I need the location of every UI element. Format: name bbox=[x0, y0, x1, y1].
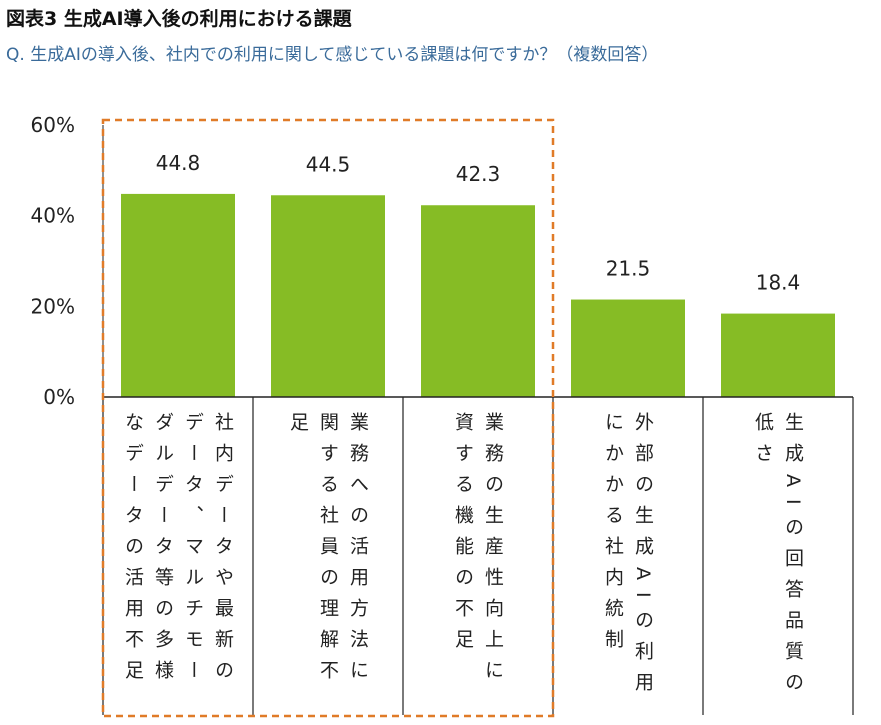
category-label-text: 社内データや最新のデータ、マルチモーダルデータ等の多様なデータの活用不足 bbox=[122, 412, 234, 691]
y-tick-label: 20% bbox=[31, 294, 75, 318]
data-label: 44.8 bbox=[156, 151, 201, 175]
data-label: 44.5 bbox=[306, 152, 351, 176]
bar bbox=[421, 205, 535, 397]
chart-subtitle: Q. 生成AIの導入後、社内での利用に関して感じている課題は何ですか？（複数回答… bbox=[6, 45, 659, 65]
category-label-text: 業務への活用方法に関する社員の理解不足 bbox=[287, 412, 369, 691]
category-label-text: 業務の生産性向上に資する機能の不足 bbox=[452, 412, 504, 691]
category-label: 業務の生産性向上に資する機能の不足 bbox=[403, 412, 553, 712]
bar bbox=[121, 193, 235, 397]
category-label: 外部の生成AIの利用にかかる社内統制 bbox=[553, 412, 703, 712]
category-label: 業務への活用方法に関する社員の理解不足 bbox=[253, 412, 403, 712]
data-label: 21.5 bbox=[606, 257, 651, 281]
bar bbox=[721, 313, 835, 397]
y-tick-label: 60% bbox=[31, 113, 75, 137]
data-label: 42.3 bbox=[456, 162, 501, 186]
highlight-box bbox=[101, 118, 555, 718]
data-label: 18.4 bbox=[756, 271, 801, 295]
category-label-text: 生成AIの回答品質の低さ bbox=[752, 412, 804, 703]
chart-title: 図表3 生成AI導入後の利用における課題 bbox=[6, 8, 352, 30]
bar bbox=[571, 299, 685, 397]
y-tick-label: 0% bbox=[43, 385, 75, 409]
category-label: 社内データや最新のデータ、マルチモーダルデータ等の多様なデータの活用不足 bbox=[103, 412, 253, 712]
y-tick-label: 40% bbox=[31, 204, 75, 228]
bar bbox=[271, 195, 385, 397]
category-label-text: 外部の生成AIの利用にかかる社内統制 bbox=[602, 412, 654, 703]
category-label: 生成AIの回答品質の低さ bbox=[703, 412, 853, 712]
